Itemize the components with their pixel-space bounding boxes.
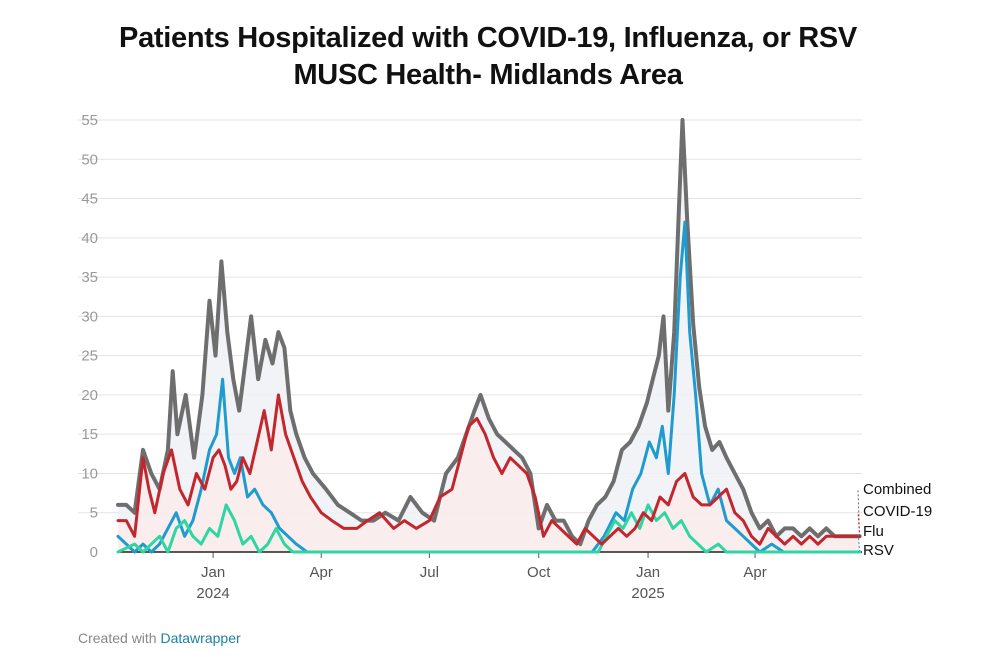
x-tick-label-2024-07-01: Jul (420, 564, 439, 581)
area-combined (118, 120, 860, 552)
area-covid-19 (118, 394, 860, 552)
y-tick-label-20: 20 (81, 387, 98, 404)
x-tick-sublabel-2025-01-01: 2025 (631, 585, 664, 602)
y-tick-label-40: 40 (81, 230, 98, 247)
series-line-rsv (116, 503, 862, 554)
datawrapper-link[interactable]: Datawrapper (160, 630, 241, 646)
series-label-flu: Flu (863, 523, 884, 540)
y-tick-label-5: 5 (90, 505, 98, 522)
x-tick-label-2025-04-01: Apr (743, 564, 766, 581)
x-tick-label-2024-01-01: Jan (201, 564, 225, 581)
series-line-combined (116, 118, 862, 547)
label-connector-covid-19 (857, 511, 861, 537)
y-tick-label-55: 55 (81, 112, 98, 129)
x-tick-sublabel-2024-01-01: 2024 (196, 585, 229, 602)
x-tick-label-2025-01-01: Jan (636, 564, 660, 581)
y-tick-label-15: 15 (81, 426, 98, 443)
series-label-covid-19: COVID-19 (863, 503, 932, 520)
label-connector-rsv (857, 550, 860, 553)
y-tick-label-50: 50 (81, 151, 98, 168)
credit-line: Created with Datawrapper (78, 630, 241, 646)
label-connector-flu (857, 531, 861, 553)
series-line-covid-19 (116, 393, 862, 546)
y-tick-label-35: 35 (81, 269, 98, 286)
y-tick-label-10: 10 (81, 465, 98, 482)
y-tick-label-30: 30 (81, 308, 98, 325)
series-label-combined: Combined (863, 481, 931, 498)
chart-title-line-1: Patients Hospitalized with COVID-19, Inf… (119, 22, 857, 54)
y-tick-label-45: 45 (81, 191, 98, 208)
series-label-rsv: RSV (863, 542, 894, 559)
y-tick-label-0: 0 (90, 544, 98, 561)
credit-prefix: Created with (78, 630, 161, 646)
x-tick-label-2024-10-01: Oct (527, 564, 551, 581)
y-tick-label-25: 25 (81, 348, 98, 365)
chart-title-line-2: MUSC Health- Midlands Area (293, 59, 683, 91)
x-tick-label-2024-04-01: Apr (310, 564, 333, 581)
chart-title: Patients Hospitalized with COVID-19, Inf… (0, 20, 976, 94)
